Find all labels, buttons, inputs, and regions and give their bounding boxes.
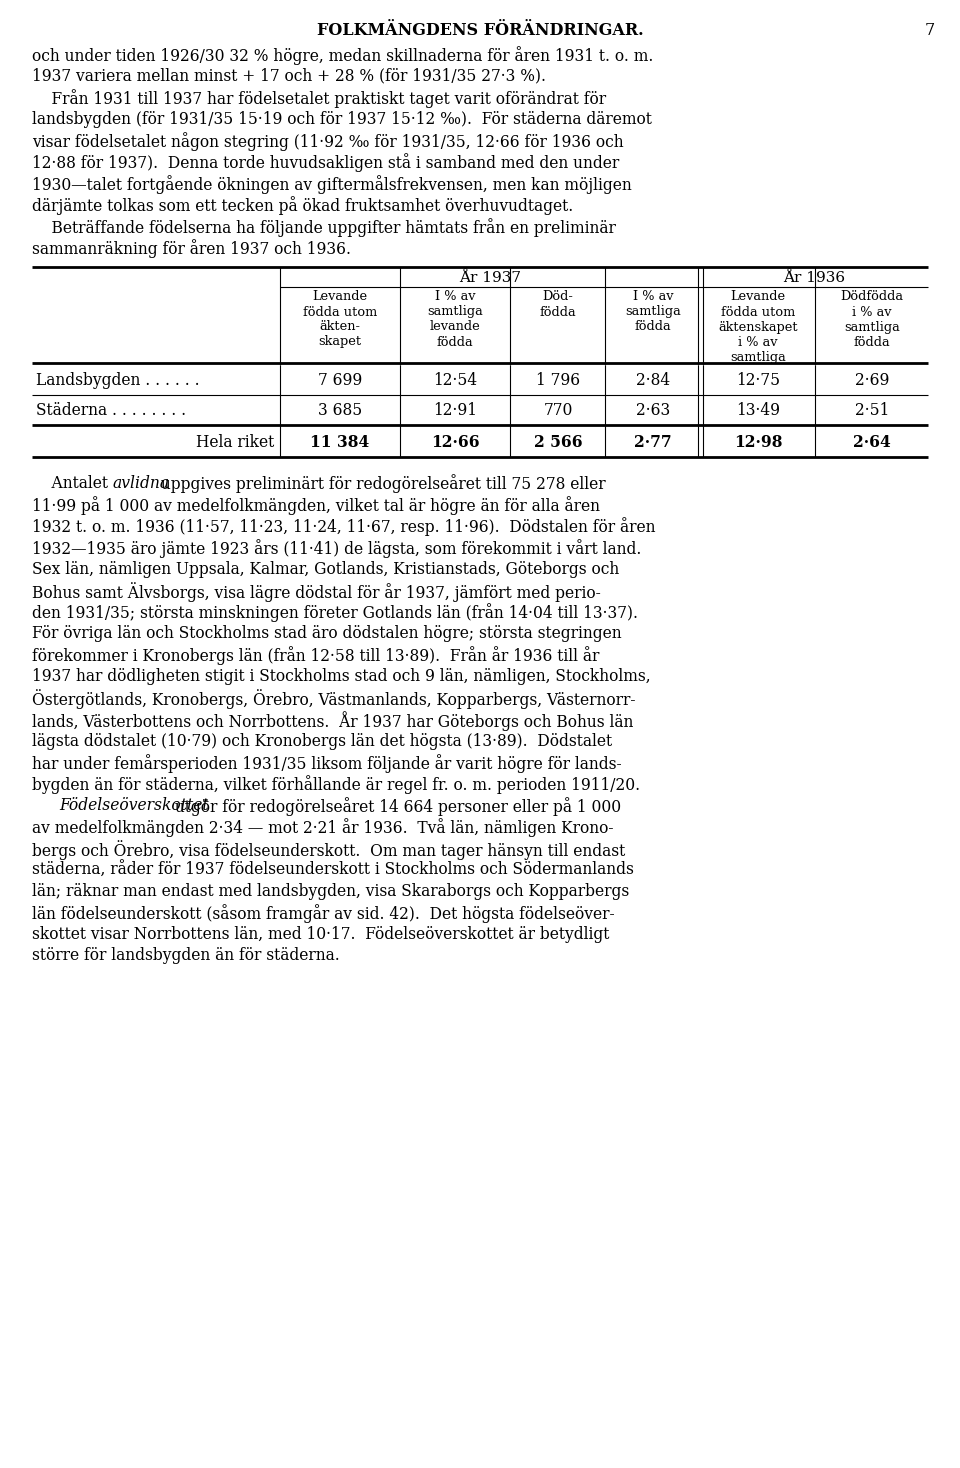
Text: 770: 770 [543, 402, 573, 418]
Text: Östergötlands, Kronobergs, Örebro, Västmanlands, Kopparbergs, Västernorr-: Östergötlands, Kronobergs, Örebro, Västm… [32, 690, 636, 709]
Text: 1 796: 1 796 [536, 371, 580, 389]
Text: 1937 variera mellan minst + 17 och + 28 % (för 1931/35 27·3 %).: 1937 variera mellan minst + 17 och + 28 … [32, 68, 546, 85]
Text: utgör för redogörelseåret 14 664 personer eller på 1 000: utgör för redogörelseåret 14 664 persone… [170, 797, 621, 816]
Text: 2·69: 2·69 [854, 371, 889, 389]
Text: lägsta dödstalet (10·79) och Kronobergs län det högsta (13·89).  Dödstalet: lägsta dödstalet (10·79) och Kronobergs … [32, 733, 612, 750]
Text: skottet visar Norrbottens län, med 10·17.  Födelseöverskottet är betydligt: skottet visar Norrbottens län, med 10·17… [32, 926, 610, 942]
Text: 2 566: 2 566 [534, 435, 583, 451]
Text: 2·84: 2·84 [636, 371, 670, 389]
Text: Födelseöverskottet: Födelseöverskottet [59, 797, 208, 813]
Text: Dödfödda
i % av
samtliga
födda: Dödfödda i % av samtliga födda [841, 291, 903, 348]
Text: Bohus samt Älvsborgs, visa lägre dödstal för år 1937, jämfört med perio-: Bohus samt Älvsborgs, visa lägre dödstal… [32, 581, 601, 602]
Text: 1932 t. o. m. 1936 (11·57, 11·23, 11·24, 11·67, resp. 11·96).  Dödstalen för åre: 1932 t. o. m. 1936 (11·57, 11·23, 11·24,… [32, 518, 656, 536]
Text: Hela riket: Hela riket [196, 435, 274, 451]
Text: FOLKMÄNGDENS FÖRÄNDRINGAR.: FOLKMÄNGDENS FÖRÄNDRINGAR. [317, 22, 643, 40]
Text: 11·99 på 1 000 av medelfolkmängden, vilket tal är högre än för alla åren: 11·99 på 1 000 av medelfolkmängden, vilk… [32, 496, 600, 515]
Text: landsbygden (för 1931/35 15·19 och för 1937 15·12 ‰).  För städerna däremot: landsbygden (för 1931/35 15·19 och för 1… [32, 110, 652, 128]
Text: 2·63: 2·63 [636, 402, 670, 418]
Text: Städerna . . . . . . . .: Städerna . . . . . . . . [36, 402, 186, 418]
Text: Beträffande födelserna ha följande uppgifter hämtats från en preliminär: Beträffande födelserna ha följande uppgi… [32, 219, 616, 236]
Text: Från 1931 till 1937 har födelsetalet praktiskt taget varit oförändrat för: Från 1931 till 1937 har födelsetalet pra… [32, 90, 606, 109]
Text: 12·88 för 1937).  Denna torde huvudsakligen stå i samband med den under: 12·88 för 1937). Denna torde huvudsaklig… [32, 154, 619, 172]
Text: sammanräkning för åren 1937 och 1936.: sammanräkning för åren 1937 och 1936. [32, 239, 351, 258]
Text: 2·77: 2·77 [635, 435, 672, 451]
Text: 1937 har dödligheten stigit i Stockholms stad och 9 län, nämligen, Stockholms,: 1937 har dödligheten stigit i Stockholms… [32, 668, 651, 686]
Text: 12·54: 12·54 [433, 371, 477, 389]
Text: 12·91: 12·91 [433, 402, 477, 418]
Text: har under femårsperioden 1931/35 liksom följande år varit högre för lands-: har under femårsperioden 1931/35 liksom … [32, 755, 622, 774]
Text: av medelfolkmängden 2·34 — mot 2·21 år 1936.  Två län, nämligen Krono-: av medelfolkmängden 2·34 — mot 2·21 år 1… [32, 819, 613, 837]
Text: 1932—1935 äro jämte 1923 års (11·41) de lägsta, som förekommit i vårt land.: 1932—1935 äro jämte 1923 års (11·41) de … [32, 539, 641, 558]
Text: 1930—talet fortgående ökningen av giftermålsfrekvensen, men kan möjligen: 1930—talet fortgående ökningen av gifter… [32, 175, 632, 194]
Text: visar födelsetalet någon stegring (11·92 ‰ för 1931/35, 12·66 för 1936 och: visar födelsetalet någon stegring (11·92… [32, 132, 624, 151]
Text: Antalet: Antalet [32, 474, 113, 492]
Text: Landsbygden . . . . . .: Landsbygden . . . . . . [36, 371, 200, 389]
Text: 12·75: 12·75 [736, 371, 780, 389]
Text: 12·98: 12·98 [733, 435, 782, 451]
Text: förekommer i Kronobergs län (från 12·58 till 13·89).  Från år 1936 till år: förekommer i Kronobergs län (från 12·58 … [32, 646, 599, 665]
Text: 2·51: 2·51 [854, 402, 889, 418]
Text: bygden än för städerna, vilket förhållande är regel fr. o. m. perioden 1911/20.: bygden än för städerna, vilket förhållan… [32, 775, 640, 794]
Text: År 1936: År 1936 [783, 270, 845, 285]
Text: den 1931/35; största minskningen företer Gotlands län (från 14·04 till 13·37).: den 1931/35; största minskningen företer… [32, 603, 638, 622]
Text: 2·64: 2·64 [853, 435, 891, 451]
Text: 12·66: 12·66 [431, 435, 479, 451]
Text: Sex län, nämligen Uppsala, Kalmar, Gotlands, Kristianstads, Göteborgs och: Sex län, nämligen Uppsala, Kalmar, Gotla… [32, 561, 619, 577]
Text: län; räknar man endast med landsbygden, visa Skaraborgs och Kopparbergs: län; räknar man endast med landsbygden, … [32, 882, 629, 900]
Text: 7: 7 [924, 22, 935, 40]
Text: därjämte tolkas som ett tecken på ökad fruktsamhet överhuvudtaget.: därjämte tolkas som ett tecken på ökad f… [32, 197, 573, 216]
Text: I % av
samtliga
levande
födda: I % av samtliga levande födda [427, 291, 483, 348]
Text: Levande
födda utom
äktenskapet
i % av
samtliga: Levande födda utom äktenskapet i % av sa… [718, 291, 798, 364]
Text: lands, Västerbottens och Norrbottens.  År 1937 har Göteborgs och Bohus län: lands, Västerbottens och Norrbottens. År… [32, 711, 634, 731]
Text: och under tiden 1926/30 32 % högre, medan skillnaderna för åren 1931 t. o. m.: och under tiden 1926/30 32 % högre, meda… [32, 46, 654, 65]
Text: städerna, råder för 1937 födelseunderskott i Stockholms och Södermanlands: städerna, råder för 1937 födelseundersko… [32, 862, 634, 878]
Text: Död-
födda: Död- födda [540, 291, 576, 319]
Text: 13·49: 13·49 [736, 402, 780, 418]
Text: Levande
födda utom
äkten-
skapet: Levande födda utom äkten- skapet [302, 291, 377, 348]
Text: För övriga län och Stockholms stad äro dödstalen högre; största stegringen: För övriga län och Stockholms stad äro d… [32, 625, 622, 642]
Text: 11 384: 11 384 [310, 435, 370, 451]
Text: I % av
samtliga
födda: I % av samtliga födda [625, 291, 681, 333]
Text: län födelseunderskott (såsom framgår av sid. 42).  Det högsta födelseöver-: län födelseunderskott (såsom framgår av … [32, 904, 614, 923]
Text: avlidna: avlidna [112, 474, 170, 492]
Text: 3 685: 3 685 [318, 402, 362, 418]
Text: uppgives preliminärt för redogörelseåret till 75 278 eller: uppgives preliminärt för redogörelseåret… [156, 474, 606, 493]
Text: större för landsbygden än för städerna.: större för landsbygden än för städerna. [32, 947, 340, 964]
Text: År 1937: År 1937 [459, 270, 521, 285]
Text: bergs och Örebro, visa födelseunderskott.  Om man tager hänsyn till endast: bergs och Örebro, visa födelseunderskott… [32, 840, 625, 860]
Text: 7 699: 7 699 [318, 371, 362, 389]
